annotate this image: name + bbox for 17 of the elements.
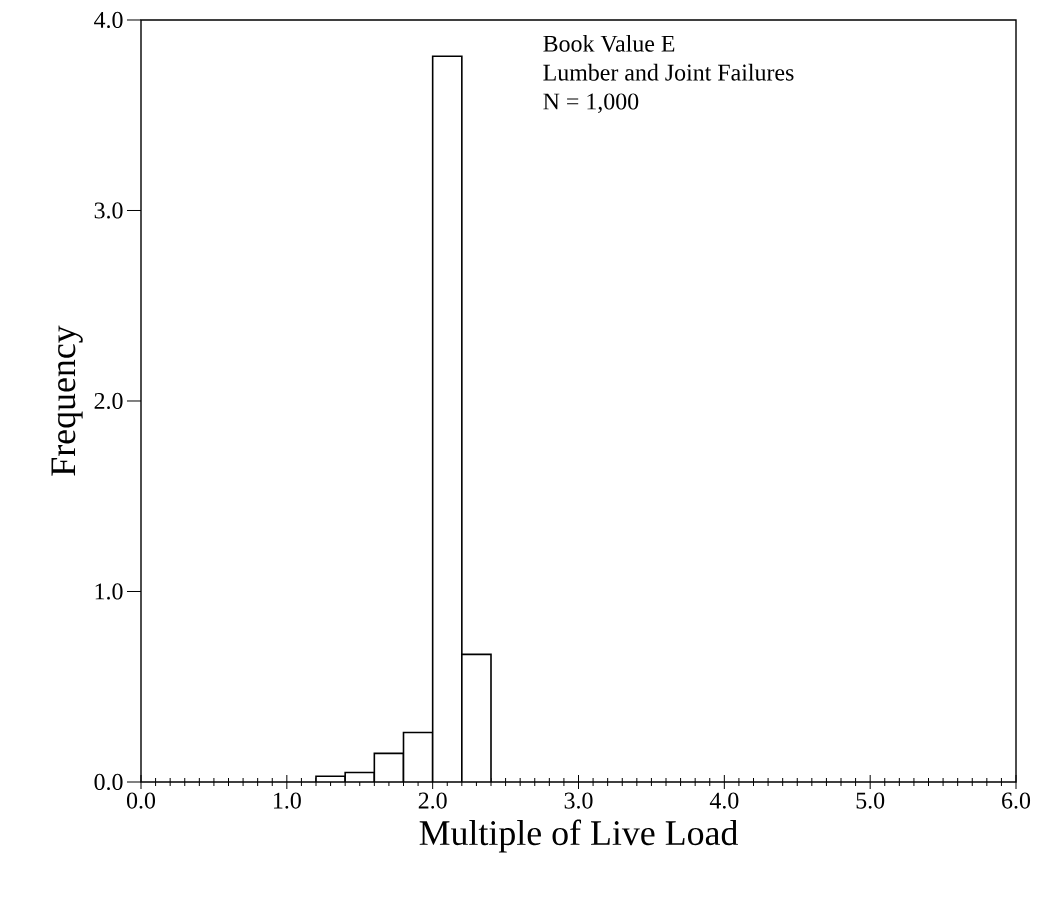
- y-tick-label: 0.0: [94, 773, 123, 791]
- annotation: Book Value E: [543, 34, 675, 52]
- x-tick-label: 5.0: [856, 792, 885, 809]
- x-tick-label: 0.0: [126, 792, 156, 809]
- x-axis-title: Multiple of Live Load: [419, 819, 738, 853]
- y-tick-label: 3.0: [94, 202, 123, 219]
- y-axis-title: Frequency: [51, 325, 83, 476]
- x-tick-label: 3.0: [564, 792, 593, 809]
- x-tick-label: 4.0: [709, 792, 739, 809]
- x-tick-label: 6.0: [1002, 792, 1031, 809]
- y-tick-label: 4.0: [94, 11, 123, 29]
- annotation: N = 1,000: [543, 93, 639, 113]
- x-tick-label: 1.0: [273, 792, 301, 809]
- y-tick-label: 2.0: [94, 392, 123, 410]
- annotation: Lumber and Joint Failures: [543, 63, 794, 81]
- x-tick-label: 2.0: [418, 792, 447, 809]
- y-tick-label: 1.0: [95, 583, 123, 600]
